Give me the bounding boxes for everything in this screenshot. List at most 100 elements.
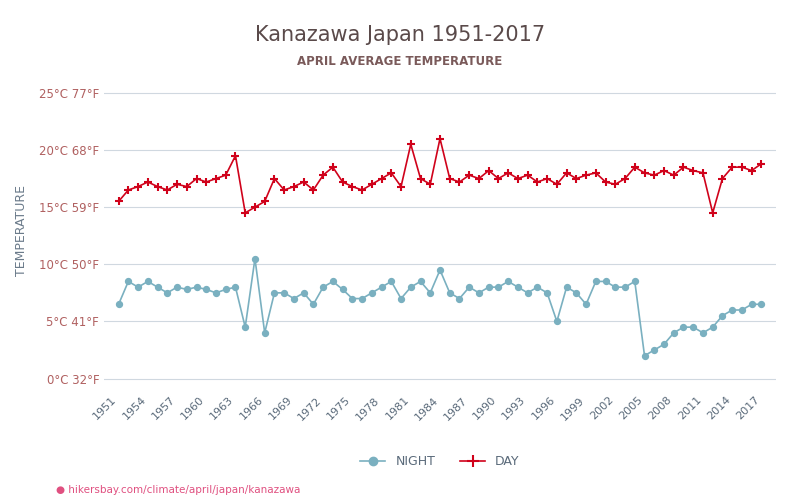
Point bbox=[219, 286, 232, 294]
Text: APRIL AVERAGE TEMPERATURE: APRIL AVERAGE TEMPERATURE bbox=[298, 55, 502, 68]
Point bbox=[599, 278, 612, 285]
Point bbox=[443, 289, 456, 297]
Point bbox=[307, 186, 320, 194]
Point bbox=[658, 166, 670, 174]
Point bbox=[628, 163, 641, 171]
Point bbox=[258, 198, 271, 205]
Point bbox=[550, 180, 563, 188]
Point bbox=[511, 283, 524, 291]
Point bbox=[278, 186, 290, 194]
Point bbox=[317, 171, 330, 179]
Point bbox=[414, 174, 427, 182]
Point bbox=[346, 294, 358, 302]
Point bbox=[180, 286, 193, 294]
Point bbox=[755, 300, 768, 308]
Point bbox=[609, 180, 622, 188]
Point bbox=[375, 174, 388, 182]
Point bbox=[180, 182, 193, 190]
Point bbox=[618, 174, 631, 182]
Point bbox=[278, 289, 290, 297]
Point bbox=[336, 178, 349, 186]
Text: Kanazawa Japan 1951-2017: Kanazawa Japan 1951-2017 bbox=[255, 25, 545, 45]
Point bbox=[307, 300, 320, 308]
Point bbox=[482, 166, 495, 174]
Point bbox=[151, 182, 164, 190]
Point bbox=[239, 323, 252, 331]
Point bbox=[697, 329, 710, 337]
Point bbox=[326, 163, 339, 171]
Point bbox=[219, 171, 232, 179]
Point bbox=[541, 174, 554, 182]
Point bbox=[366, 180, 378, 188]
Point bbox=[258, 329, 271, 337]
Point bbox=[590, 278, 602, 285]
Point bbox=[560, 283, 573, 291]
Point bbox=[697, 169, 710, 177]
Point bbox=[677, 323, 690, 331]
Point bbox=[580, 171, 593, 179]
Point bbox=[229, 152, 242, 160]
Point bbox=[142, 178, 154, 186]
Text: ● hikersbay.com/climate/april/japan/kanazawa: ● hikersbay.com/climate/april/japan/kana… bbox=[56, 485, 300, 495]
Point bbox=[550, 318, 563, 326]
Point bbox=[249, 254, 262, 262]
Point bbox=[142, 278, 154, 285]
Point bbox=[249, 203, 262, 211]
Point bbox=[502, 278, 514, 285]
Point bbox=[453, 178, 466, 186]
Point bbox=[112, 300, 125, 308]
Point bbox=[151, 283, 164, 291]
Point bbox=[366, 289, 378, 297]
Point bbox=[132, 283, 145, 291]
Point bbox=[590, 169, 602, 177]
Point bbox=[336, 286, 349, 294]
Point bbox=[716, 174, 729, 182]
Point bbox=[210, 289, 222, 297]
Point bbox=[687, 323, 700, 331]
Point bbox=[385, 169, 398, 177]
Point bbox=[618, 283, 631, 291]
Point bbox=[434, 266, 446, 274]
Point bbox=[317, 283, 330, 291]
Legend: NIGHT, DAY: NIGHT, DAY bbox=[355, 450, 525, 473]
Point bbox=[112, 198, 125, 205]
Point bbox=[122, 186, 134, 194]
Point bbox=[414, 278, 427, 285]
Y-axis label: TEMPERATURE: TEMPERATURE bbox=[14, 184, 28, 276]
Point bbox=[570, 174, 582, 182]
Point bbox=[522, 171, 534, 179]
Point bbox=[453, 294, 466, 302]
Point bbox=[570, 289, 582, 297]
Point bbox=[580, 300, 593, 308]
Point bbox=[287, 182, 300, 190]
Point bbox=[658, 340, 670, 348]
Point bbox=[298, 178, 310, 186]
Point bbox=[394, 182, 407, 190]
Point bbox=[735, 163, 748, 171]
Point bbox=[122, 278, 134, 285]
Point bbox=[706, 323, 719, 331]
Point bbox=[200, 286, 213, 294]
Point bbox=[677, 163, 690, 171]
Point bbox=[424, 289, 437, 297]
Point bbox=[356, 186, 369, 194]
Point bbox=[648, 171, 661, 179]
Point bbox=[687, 166, 700, 174]
Point bbox=[210, 174, 222, 182]
Point bbox=[667, 171, 680, 179]
Point bbox=[638, 169, 651, 177]
Point bbox=[170, 180, 183, 188]
Point bbox=[735, 306, 748, 314]
Point bbox=[229, 283, 242, 291]
Point bbox=[434, 134, 446, 142]
Point bbox=[200, 178, 213, 186]
Point bbox=[492, 174, 505, 182]
Point bbox=[599, 178, 612, 186]
Point bbox=[511, 174, 524, 182]
Point bbox=[560, 169, 573, 177]
Point bbox=[326, 278, 339, 285]
Point bbox=[385, 278, 398, 285]
Point bbox=[190, 283, 203, 291]
Point bbox=[648, 346, 661, 354]
Point bbox=[170, 283, 183, 291]
